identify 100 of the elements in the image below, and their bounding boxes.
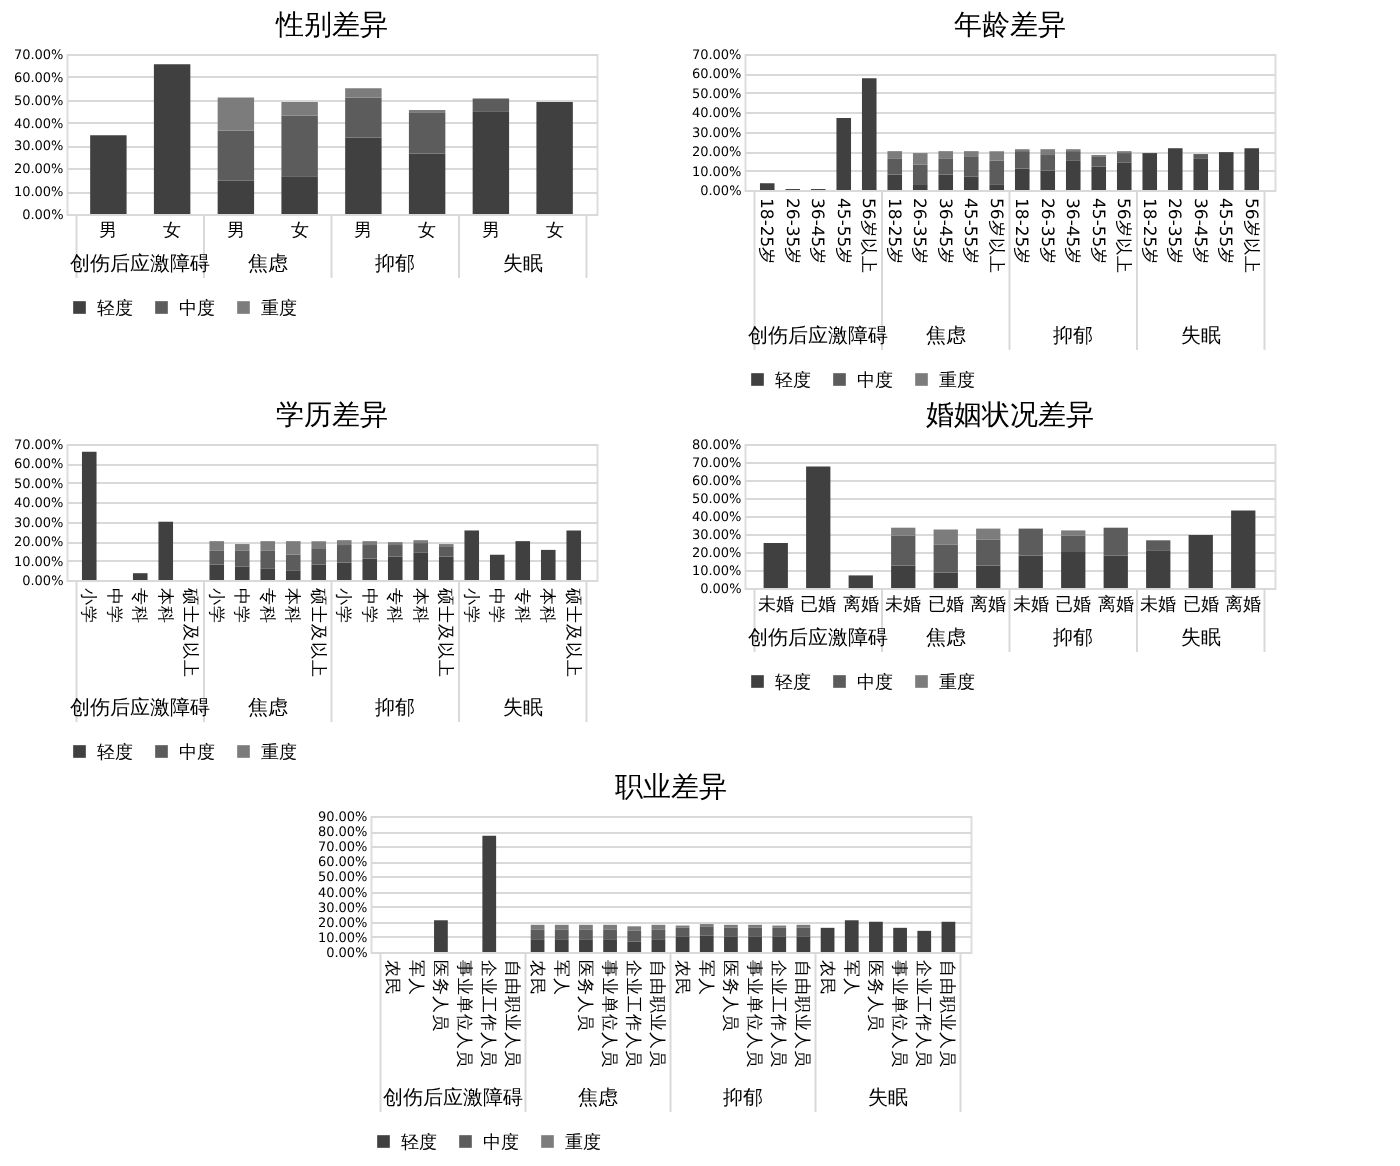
x-tick-label: 36-45岁 [933,198,956,266]
chart-title: 性别差异 [273,10,388,42]
x-tick-label: 离婚 [1225,594,1262,616]
bar [217,180,255,214]
x-tick-label: 离婚 [1097,594,1134,616]
bar [1014,151,1030,169]
bar [1188,534,1213,588]
bar [554,924,569,930]
x-tick-label: 已婚 [927,594,964,616]
bar [976,565,1001,588]
bar [1231,510,1256,588]
bar [387,556,403,580]
text: 抑郁 [1053,626,1094,650]
bar [413,552,429,580]
bar [540,549,556,580]
bar [891,535,916,566]
bar [869,921,883,952]
x-tick-label: 本科 [408,588,431,624]
bar [976,539,1001,566]
x-tick-label: 26-35岁 [908,198,931,266]
bar [1014,168,1030,190]
bar [1065,160,1081,190]
chart-title: 学历差异 [275,400,388,432]
x-tick-label: 女 [418,220,437,242]
legend-label: 轻度 [774,671,811,694]
legend-label: 重度 [564,1131,601,1154]
bar [579,929,593,940]
bar [554,939,569,952]
x-tick-label: 小学 [459,588,482,624]
bar [1103,527,1128,556]
bar [217,97,255,131]
legend-label: 重度 [938,671,975,694]
x-tick-label: 离婚 [970,594,1007,616]
chart-title: 职业差异 [614,772,727,804]
bar [1167,148,1183,190]
x-tick-label: 中学 [230,588,253,624]
bar [336,545,352,563]
bar [699,926,714,936]
x-tick-label: 农民 [525,960,548,996]
bar [933,572,958,588]
bar [933,529,958,545]
x-tick-label: 军人 [549,960,572,996]
bar [912,184,928,190]
text: 焦虑 [247,696,288,720]
bar [1061,552,1086,588]
bar [651,929,666,940]
text: 焦虑 [925,626,966,650]
bar [530,939,545,952]
x-tick-label: 军人 [404,960,427,996]
x-tick-label: 军人 [839,960,862,996]
bar [724,927,738,937]
bar [311,564,327,580]
chart-title: 婚姻状况差异 [925,400,1094,432]
x-tick-label: 自由职业人员 [936,960,959,1068]
x-tick-label: 56岁以上 [857,198,880,274]
bar [285,554,301,571]
bar [1091,166,1107,190]
bar [472,111,510,214]
bar [554,929,569,940]
bar [1040,170,1056,190]
bar [912,164,928,185]
bar [763,543,788,588]
text: 创伤后应激障碍 [748,626,889,650]
bar [438,546,454,557]
x-tick-label: 企业工作人员 [767,960,790,1068]
bar [772,936,787,952]
x-tick-label: 本科 [153,588,176,624]
x-tick-label: 企业工作人员 [477,960,500,1068]
bar [963,151,979,157]
x-tick-label: 小学 [332,588,355,624]
bar [933,544,958,573]
bar [806,466,831,588]
bar [489,554,505,580]
bar [603,924,617,930]
x-tick-label: 自由职业人员 [501,960,524,1068]
bar [1040,155,1056,171]
bar [281,102,318,116]
x-tick-label: 农民 [815,960,838,996]
x-tick-label: 26-35岁 [780,198,803,266]
x-tick-label: 农民 [670,960,693,996]
x-tick-label: 事业单位人员 [888,960,911,1068]
bar [603,939,617,952]
x-tick-label: 事业单位人员 [598,960,621,1068]
x-tick-label: 未婚 [1140,594,1177,616]
x-tick-label: 本科 [536,588,559,624]
bar [413,543,429,553]
text: 焦虑 [247,252,288,276]
bar [345,97,382,138]
x-tick-label: 硕士及以上 [179,586,202,678]
x-tick-label: 女 [545,220,564,242]
chart-title: 年龄差异 [953,10,1066,42]
text: 焦虑 [925,324,966,348]
bar [408,153,446,214]
x-tick-label: 36-45岁 [1061,198,1084,266]
bar [482,835,497,952]
x-tick-label: 18-25岁 [1137,198,1160,266]
text: 创伤后应激障碍 [383,1086,523,1110]
bar [209,564,225,580]
x-tick-label: 自由职业人员 [646,960,669,1068]
bar [836,118,852,190]
